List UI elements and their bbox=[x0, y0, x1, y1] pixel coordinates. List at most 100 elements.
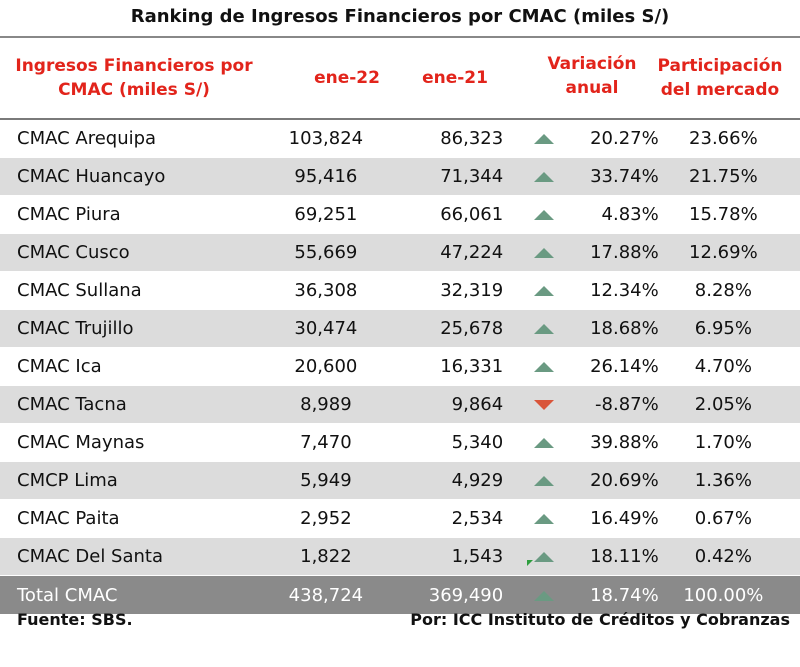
header-ene-22: ene-22 bbox=[314, 68, 380, 88]
trend-cell bbox=[525, 195, 563, 234]
value-ene-21: 369,490 bbox=[399, 575, 526, 615]
triangle-up-icon bbox=[533, 476, 554, 486]
entity-name: CMAC Cusco bbox=[0, 233, 265, 272]
trend-cell bbox=[525, 575, 563, 615]
table-row: CMAC Maynas 7,470 5,340 39.88% 1.70% bbox=[0, 423, 800, 462]
trend-cell bbox=[525, 537, 563, 576]
entity-name: CMAC Maynas bbox=[0, 423, 265, 462]
trend-cell bbox=[525, 157, 563, 196]
entity-name: CMAC Huancayo bbox=[0, 157, 265, 196]
triangle-up-icon bbox=[533, 172, 554, 182]
triangle-up-icon bbox=[533, 210, 554, 220]
trend-cell bbox=[525, 233, 563, 272]
value-ene-21: 2,534 bbox=[399, 499, 526, 538]
annual-variation: 26.14% bbox=[562, 347, 667, 386]
value-ene-22: 30,474 bbox=[264, 309, 400, 348]
value-ene-21: 66,061 bbox=[399, 195, 526, 234]
value-ene-22: 5,949 bbox=[264, 461, 400, 500]
value-ene-22: 20,600 bbox=[264, 347, 400, 386]
entity-name: CMAC Tacna bbox=[0, 385, 265, 424]
table-row: CMAC Huancayo 95,416 71,344 33.74% 21.75% bbox=[0, 157, 800, 196]
entity-name: CMAC Arequipa bbox=[0, 120, 265, 158]
value-ene-21: 47,224 bbox=[399, 233, 526, 272]
table-row: CMAC Arequipa 103,824 86,323 20.27% 23.66% bbox=[0, 120, 800, 158]
header-variation: Variación anual bbox=[547, 54, 637, 98]
market-share: 8.28% bbox=[666, 271, 800, 310]
triangle-up-icon bbox=[533, 362, 554, 372]
annual-variation: 18.74% bbox=[562, 575, 667, 615]
total-row: Total CMAC 438,724 369,490 18.74% 100.00% bbox=[0, 575, 800, 615]
triangle-down-icon bbox=[533, 400, 554, 410]
trend-cell bbox=[525, 461, 563, 500]
value-ene-22: 55,669 bbox=[264, 233, 400, 272]
trend-cell bbox=[525, 499, 563, 538]
value-ene-21: 25,678 bbox=[399, 309, 526, 348]
market-share: 4.70% bbox=[666, 347, 800, 386]
market-share: 21.75% bbox=[666, 157, 800, 196]
value-ene-21: 32,319 bbox=[399, 271, 526, 310]
table-row: CMAC Piura 69,251 66,061 4.83% 15.78% bbox=[0, 195, 800, 234]
table-row: CMAC Trujillo 30,474 25,678 18.68% 6.95% bbox=[0, 309, 800, 348]
entity-name: CMAC Del Santa bbox=[0, 537, 265, 576]
value-ene-21: 71,344 bbox=[399, 157, 526, 196]
header-ene-21: ene-21 bbox=[422, 68, 488, 88]
value-ene-22: 103,824 bbox=[264, 120, 400, 158]
entity-name: CMAC Piura bbox=[0, 195, 265, 234]
market-share: 0.67% bbox=[666, 499, 800, 538]
cell-comment-flag bbox=[527, 560, 533, 566]
table-row: CMCP Lima 5,949 4,929 20.69% 1.36% bbox=[0, 461, 800, 500]
table-row: CMAC Ica 20,600 16,331 26.14% 4.70% bbox=[0, 347, 800, 386]
value-ene-22: 7,470 bbox=[264, 423, 400, 462]
annual-variation: 39.88% bbox=[562, 423, 667, 462]
value-ene-22: 95,416 bbox=[264, 157, 400, 196]
trend-cell bbox=[525, 423, 563, 462]
annual-variation: 17.88% bbox=[562, 233, 667, 272]
triangle-up-icon bbox=[533, 286, 554, 296]
credit-note: Por: ICC Instituto de Créditos y Cobranz… bbox=[410, 610, 790, 629]
entity-name: CMAC Paita bbox=[0, 499, 265, 538]
table-header: Ingresos Financieros por CMAC (miles S/)… bbox=[0, 40, 800, 116]
entity-name: CMCP Lima bbox=[0, 461, 265, 500]
value-ene-21: 16,331 bbox=[399, 347, 526, 386]
annual-variation: 33.74% bbox=[562, 157, 667, 196]
value-ene-22: 438,724 bbox=[264, 575, 400, 615]
value-ene-22: 36,308 bbox=[264, 271, 400, 310]
market-share: 2.05% bbox=[666, 385, 800, 424]
market-share: 1.70% bbox=[666, 423, 800, 462]
market-share: 12.69% bbox=[666, 233, 800, 272]
table-row: CMAC Paita 2,952 2,534 16.49% 0.67% bbox=[0, 499, 800, 538]
table-row: CMAC Cusco 55,669 47,224 17.88% 12.69% bbox=[0, 233, 800, 272]
market-share: 15.78% bbox=[666, 195, 800, 234]
entity-name: Total CMAC bbox=[0, 575, 265, 615]
triangle-up-icon bbox=[533, 552, 554, 562]
triangle-up-icon bbox=[533, 134, 554, 144]
entity-name: CMAC Trujillo bbox=[0, 309, 265, 348]
annual-variation: 20.27% bbox=[562, 120, 667, 158]
value-ene-21: 9,864 bbox=[399, 385, 526, 424]
annual-variation: 16.49% bbox=[562, 499, 667, 538]
trend-cell bbox=[525, 120, 563, 158]
market-share: 6.95% bbox=[666, 309, 800, 348]
header-share: Participación del mercado bbox=[657, 56, 783, 100]
value-ene-22: 1,822 bbox=[264, 537, 400, 576]
triangle-up-icon bbox=[533, 590, 554, 601]
market-share: 23.66% bbox=[666, 120, 800, 158]
market-share: 0.42% bbox=[666, 537, 800, 576]
annual-variation: 20.69% bbox=[562, 461, 667, 500]
trend-cell bbox=[525, 271, 563, 310]
trend-cell bbox=[525, 385, 563, 424]
page-title: Ranking de Ingresos Financieros por CMAC… bbox=[130, 6, 670, 27]
trend-cell bbox=[525, 347, 563, 386]
annual-variation: 18.68% bbox=[562, 309, 667, 348]
annual-variation: -8.87% bbox=[562, 385, 667, 424]
title-divider bbox=[0, 36, 800, 38]
value-ene-22: 8,989 bbox=[264, 385, 400, 424]
header-entity: Ingresos Financieros por CMAC (miles S/) bbox=[15, 56, 253, 100]
annual-variation: 4.83% bbox=[562, 195, 667, 234]
ranking-table: CMAC Arequipa 103,824 86,323 20.27% 23.66% CM… bbox=[0, 120, 800, 615]
table-row: CMAC Del Santa 1,822 1,543 18.11% 0.42% bbox=[0, 537, 800, 576]
triangle-up-icon bbox=[533, 514, 554, 524]
value-ene-21: 86,323 bbox=[399, 120, 526, 158]
source-note: Fuente: SBS. bbox=[17, 610, 133, 629]
value-ene-22: 2,952 bbox=[264, 499, 400, 538]
